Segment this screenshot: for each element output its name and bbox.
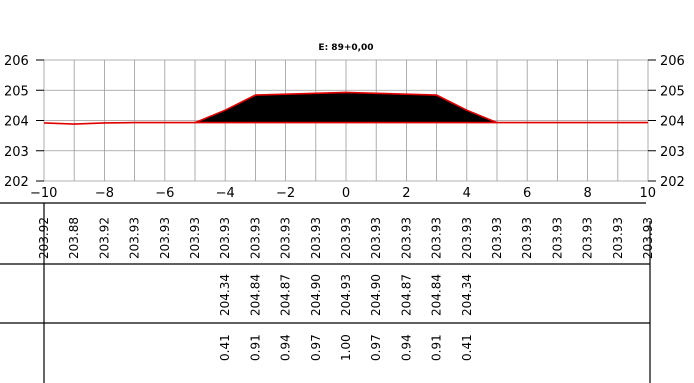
row2-cell: 204.87 (399, 274, 413, 316)
row3-cell: 0.91 (248, 334, 262, 361)
x-tick-label: −8 (95, 186, 114, 201)
x-tick-label: −2 (276, 186, 295, 201)
row3-cell: 0.97 (309, 334, 323, 361)
y-tick-label-right: 202 (660, 175, 685, 190)
row1-cell: 203.93 (550, 217, 564, 259)
row1-cell: 203.93 (128, 217, 142, 259)
y-tick-label-right: 203 (660, 145, 685, 160)
y-tick-label-left: 204 (4, 115, 29, 130)
row1-cell: 203.93 (218, 217, 232, 259)
row3-cell: 1.00 (339, 334, 353, 361)
row2-cell: 204.84 (248, 274, 262, 316)
row1-cell: 203.93 (369, 217, 383, 259)
row1-cell: 203.93 (399, 217, 413, 259)
row1-cell: 203.93 (188, 217, 202, 259)
y-tick-label-left: 206 (4, 54, 29, 69)
y-tick-label-right: 204 (660, 115, 685, 130)
row1-cell: 203.93 (460, 217, 474, 259)
row2-cell: 204.93 (339, 274, 353, 316)
x-tick-label: 10 (639, 186, 656, 201)
x-tick-label: −10 (30, 186, 57, 201)
row3-cell: 0.94 (279, 334, 293, 361)
row1-cell: 203.93 (611, 217, 625, 259)
row1-cell: 203.92 (37, 217, 51, 259)
row2-cell: 204.84 (430, 274, 444, 316)
chart-title: E: 89+0,00 (318, 43, 373, 53)
row3-cell: 0.41 (460, 334, 474, 361)
design-line (194, 91, 498, 124)
row3-cell: 0.94 (399, 334, 413, 361)
row1-cell: 203.93 (248, 217, 262, 259)
row1-cell: 203.93 (641, 217, 655, 259)
row1-cell: 203.93 (339, 217, 353, 259)
row2-cell: 204.90 (369, 274, 383, 316)
x-tick-label: 6 (523, 186, 531, 201)
y-tick-label-right: 206 (660, 54, 685, 69)
ground-line (43, 121, 648, 125)
row2-cell: 204.34 (460, 274, 474, 316)
row1-cell: 203.93 (430, 217, 444, 259)
y-tick-label-right: 205 (660, 84, 685, 99)
y-tick-label-left: 203 (4, 145, 29, 160)
row1-cell: 203.88 (67, 217, 81, 259)
row1-cell: 203.92 (97, 217, 111, 259)
x-tick-label: −4 (216, 186, 235, 201)
y-tick-label-left: 205 (4, 84, 29, 99)
x-tick-label: 8 (583, 186, 591, 201)
x-tick-label: −6 (155, 186, 174, 201)
row2-cell: 204.34 (218, 274, 232, 316)
row1-cell: 203.93 (309, 217, 323, 259)
y-tick-label-left: 202 (4, 175, 29, 190)
row3-cell: 0.97 (369, 334, 383, 361)
x-tick-label: 4 (463, 186, 471, 201)
row2-cell: 204.90 (309, 274, 323, 316)
x-tick-label: 0 (342, 186, 350, 201)
row1-cell: 203.93 (520, 217, 534, 259)
row2-cell: 204.87 (279, 274, 293, 316)
row3-cell: 0.91 (430, 334, 444, 361)
x-tick-label: 2 (402, 186, 410, 201)
row1-cell: 203.93 (490, 217, 504, 259)
row1-cell: 203.93 (279, 217, 293, 259)
row3-cell: 0.41 (218, 334, 232, 361)
embankment-fill (195, 92, 497, 123)
row1-cell: 203.93 (581, 217, 595, 259)
data-table: 203.92 203.88 203.92 203.93 203.93 203.93 203.… (0, 202, 655, 383)
row1-cell: 203.93 (158, 217, 172, 259)
